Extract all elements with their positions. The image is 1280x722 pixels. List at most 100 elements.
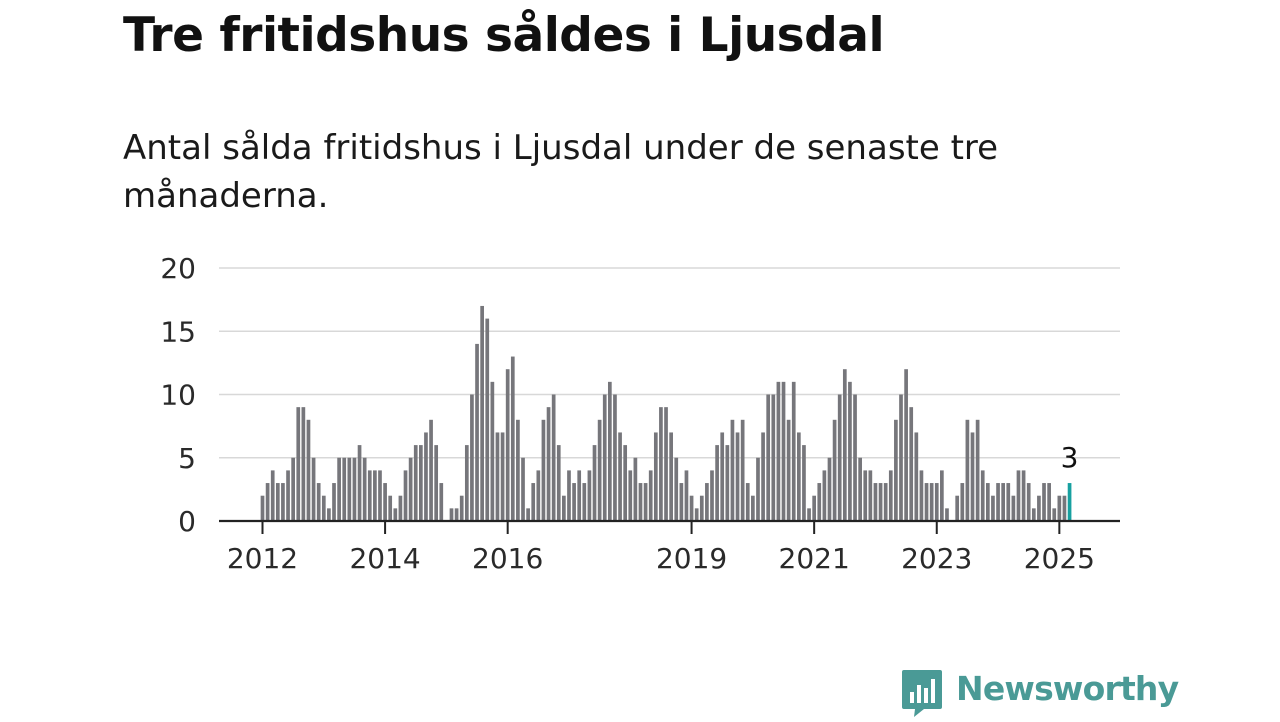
bar xyxy=(347,457,352,521)
bar xyxy=(500,432,505,521)
chart-title: Tre fritidshus såldes i Ljusdal xyxy=(123,8,885,63)
bar xyxy=(725,445,730,521)
bar xyxy=(740,419,745,521)
bar xyxy=(832,419,837,521)
bar xyxy=(582,483,587,521)
bar xyxy=(674,457,679,521)
bar xyxy=(786,419,791,521)
y-tick-label: 10 xyxy=(160,379,196,412)
bar xyxy=(924,483,929,521)
bar xyxy=(424,432,428,521)
bar xyxy=(316,483,321,521)
bar xyxy=(311,457,316,521)
bar xyxy=(929,483,934,521)
bar xyxy=(689,495,694,521)
chart-subtitle: Antal sålda fritidshus i Ljusdal under d… xyxy=(123,128,999,216)
bar xyxy=(817,483,822,521)
bars xyxy=(260,305,1072,521)
bar xyxy=(894,419,898,521)
bar xyxy=(873,483,878,521)
bar xyxy=(934,483,939,521)
bar xyxy=(771,394,776,521)
bar xyxy=(383,483,387,521)
bar xyxy=(296,407,301,521)
bar xyxy=(842,369,847,521)
bar xyxy=(796,432,801,521)
bar xyxy=(342,457,347,521)
x-tick-label: 2023 xyxy=(901,542,972,575)
bar xyxy=(275,483,280,521)
bar xyxy=(945,508,949,521)
bar xyxy=(955,495,960,521)
bar xyxy=(332,483,336,521)
bar xyxy=(367,470,372,521)
bar xyxy=(434,445,439,521)
bar xyxy=(531,483,536,521)
x-tick-label: 2021 xyxy=(779,542,850,575)
bar xyxy=(403,470,408,521)
x-tick-label: 2019 xyxy=(656,542,727,575)
bar xyxy=(265,483,270,521)
bar xyxy=(669,432,673,521)
bar xyxy=(270,470,275,521)
bar xyxy=(429,419,433,521)
bar xyxy=(991,495,995,521)
bar xyxy=(1026,483,1031,521)
bar xyxy=(357,445,362,521)
bar xyxy=(735,432,740,521)
bar xyxy=(337,457,341,521)
bar xyxy=(526,508,530,521)
bar xyxy=(551,394,556,521)
x-axis: 2012 2014 2016 2019 2021 2023 2025 xyxy=(219,519,1120,575)
bar xyxy=(720,432,725,521)
bar xyxy=(985,483,990,521)
bar xyxy=(475,343,479,521)
bar xyxy=(607,381,612,521)
bar xyxy=(858,457,862,521)
bar xyxy=(899,394,903,521)
bar xyxy=(756,457,760,521)
bar xyxy=(883,483,888,521)
bar xyxy=(587,470,592,521)
bar xyxy=(837,394,842,521)
bar xyxy=(439,483,444,521)
bar xyxy=(505,369,510,521)
bar xyxy=(633,457,638,521)
bar xyxy=(352,457,357,521)
bar xyxy=(751,495,755,521)
bar xyxy=(327,508,331,521)
bar xyxy=(904,369,908,521)
data-labels: 3 xyxy=(1061,441,1079,474)
bar xyxy=(761,432,765,521)
bar xyxy=(546,407,551,521)
bar xyxy=(301,407,306,521)
y-tick-label: 20 xyxy=(160,252,196,285)
bar xyxy=(965,419,970,521)
bar xyxy=(888,470,893,521)
bar xyxy=(878,483,883,521)
bar xyxy=(822,470,827,521)
bar xyxy=(618,432,622,521)
bar xyxy=(648,470,653,521)
bar xyxy=(1042,483,1046,521)
bar xyxy=(510,356,515,521)
bar xyxy=(766,394,771,521)
y-axis-ticks: 0 5 10 15 20 xyxy=(160,252,196,538)
bar xyxy=(807,508,811,521)
bar xyxy=(454,508,459,521)
bar xyxy=(684,470,689,521)
bar xyxy=(373,470,377,521)
highlight-value-label: 3 xyxy=(1061,441,1079,474)
bar xyxy=(781,381,786,521)
bar xyxy=(940,470,944,521)
x-tick-label: 2012 xyxy=(227,542,298,575)
bar xyxy=(516,419,520,521)
bar xyxy=(1047,483,1051,521)
bar xyxy=(960,483,965,521)
bar xyxy=(577,470,582,521)
bar xyxy=(776,381,781,521)
bar xyxy=(710,470,714,521)
bar xyxy=(459,495,464,521)
bar xyxy=(730,419,735,521)
bar xyxy=(286,470,290,521)
